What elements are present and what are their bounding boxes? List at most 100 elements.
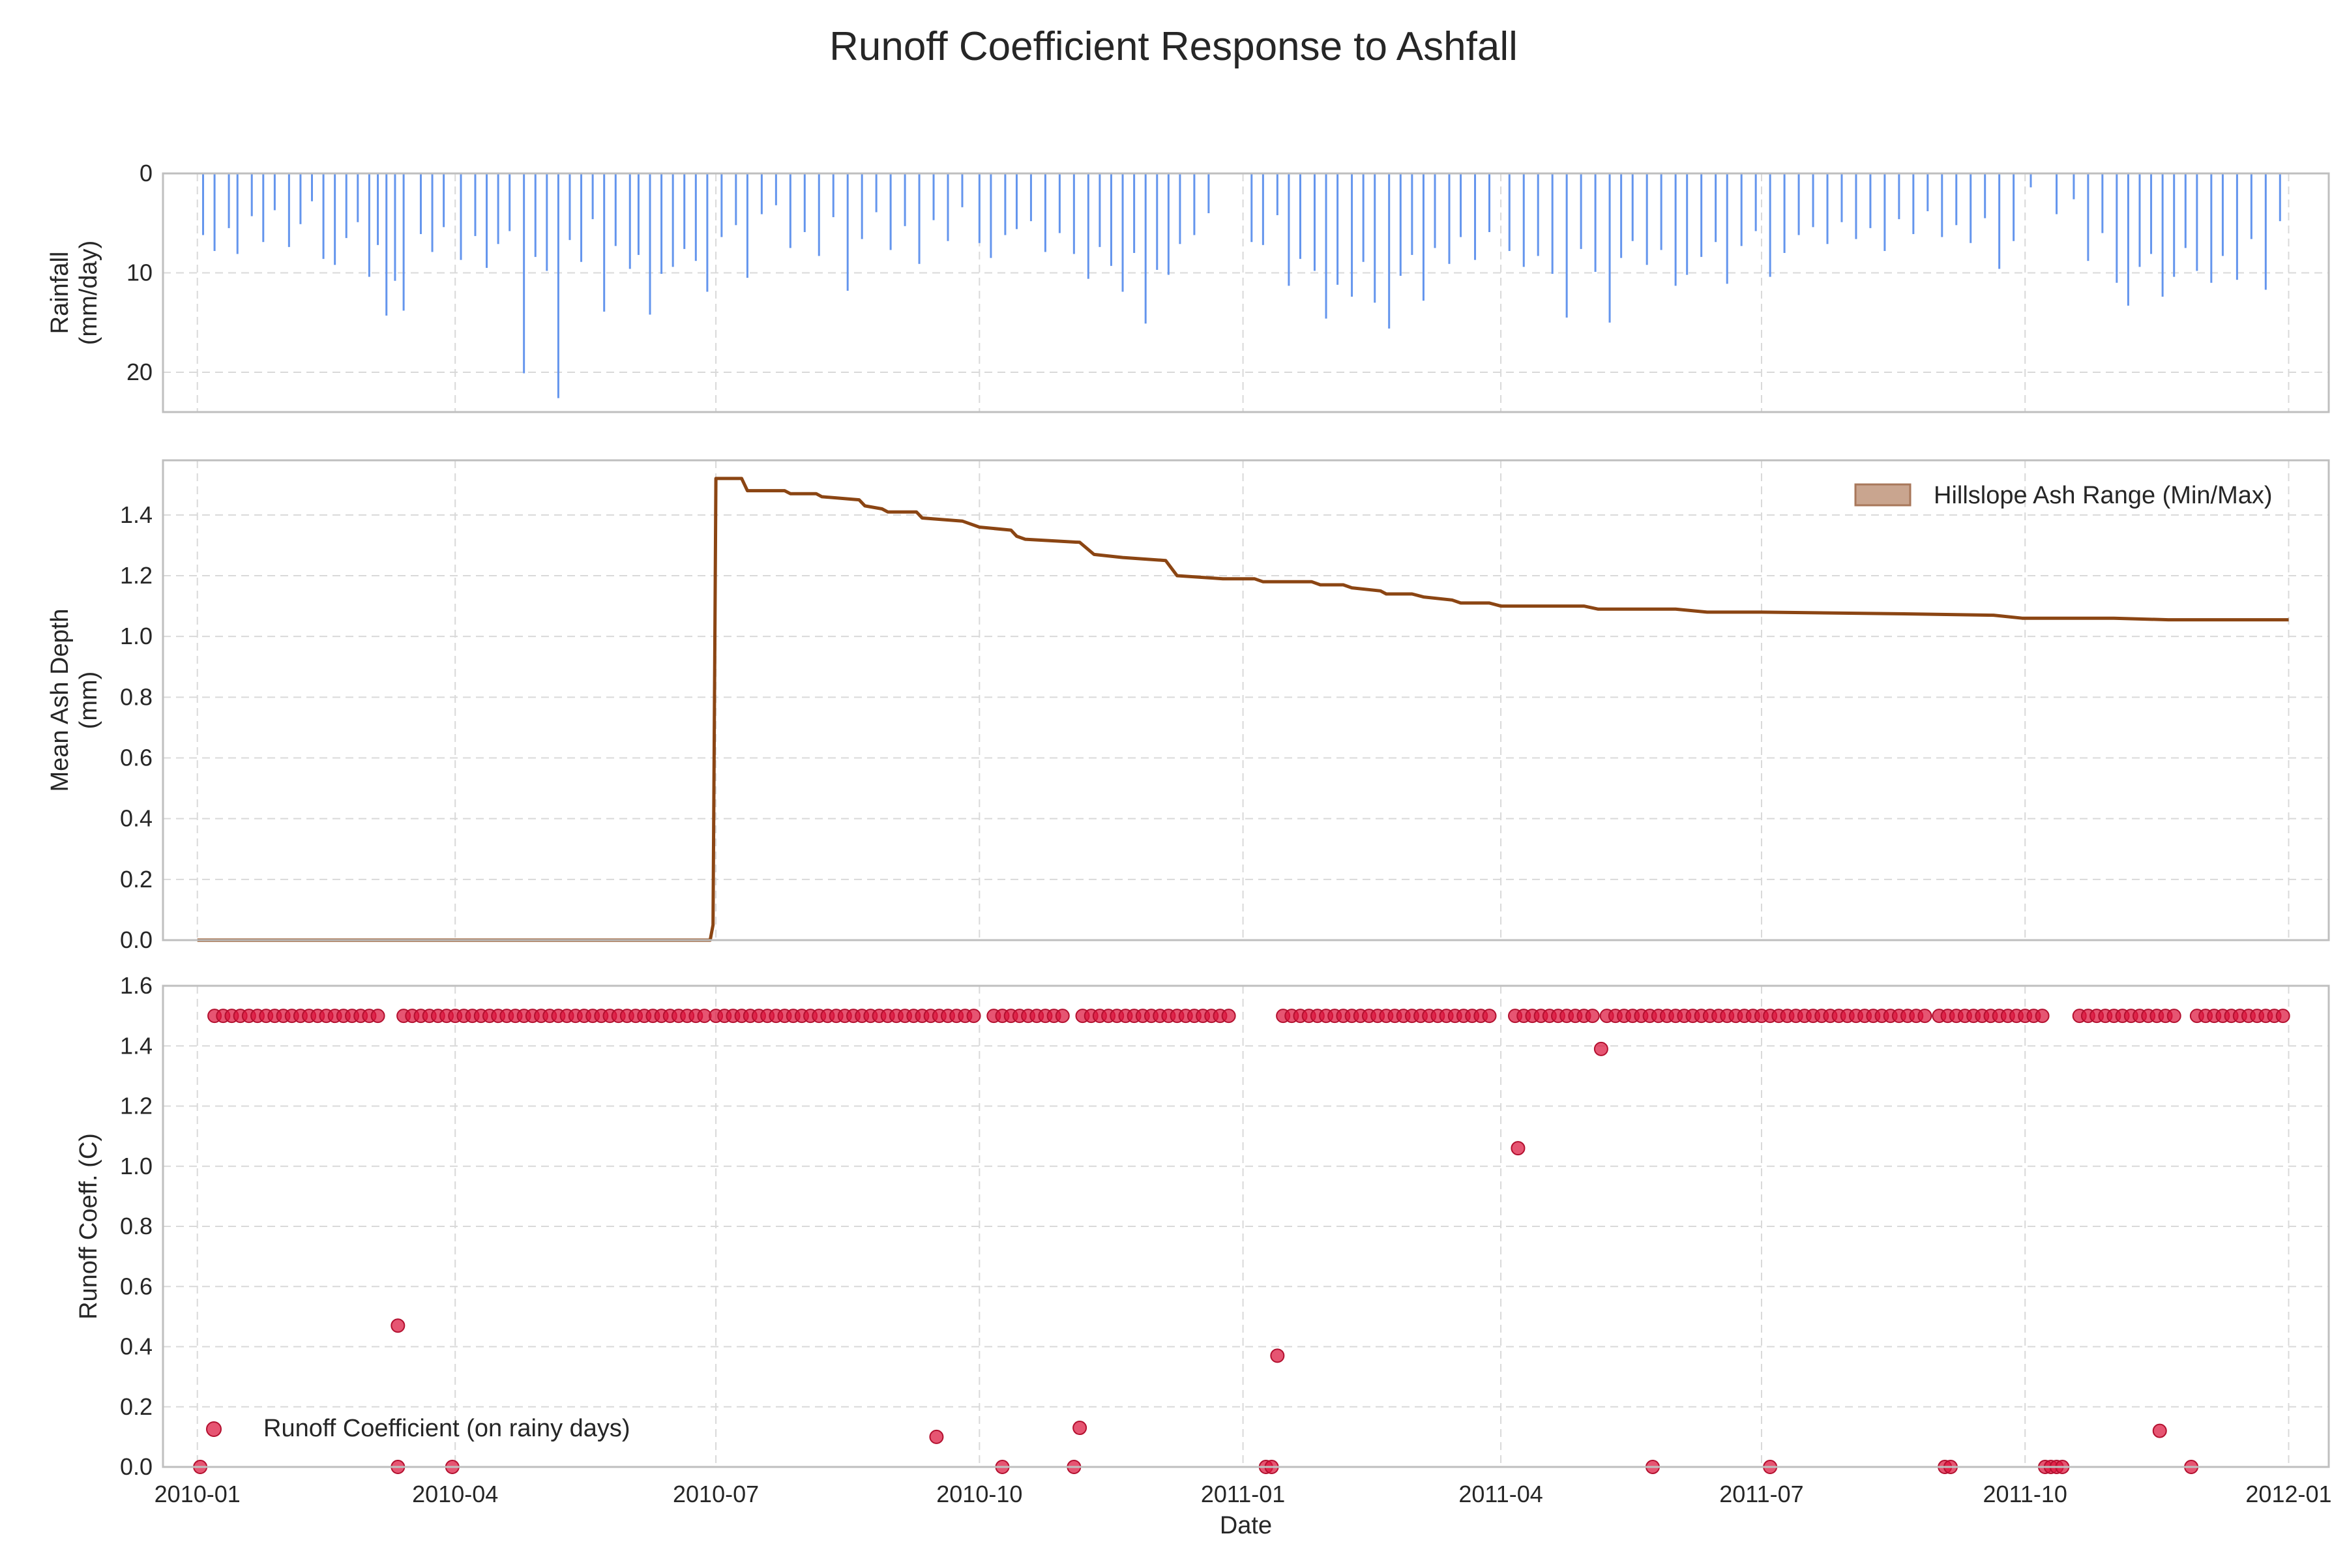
rainfall-bar: [889, 173, 892, 250]
rainfall-bar: [345, 173, 347, 239]
ash-legend-swatch: [1854, 483, 1912, 507]
rainfall-bar: [2264, 173, 2267, 290]
runoff-point: [2152, 1423, 2167, 1438]
rainfall-bar: [1058, 173, 1061, 233]
rainfall-bar: [1686, 173, 1689, 275]
rainfall-bar: [431, 173, 434, 252]
rainfall-bar: [1941, 173, 1943, 237]
rainfall-bar: [273, 173, 276, 211]
rainfall-bar: [580, 173, 583, 262]
rainfall-bar: [2221, 173, 2224, 256]
rainfall-bar: [735, 173, 737, 226]
rainfall-bar: [1179, 173, 1181, 244]
y-tick-label: 0.0: [120, 1453, 153, 1480]
rainfall-bar: [1715, 173, 1717, 243]
rainfall-bar: [568, 173, 571, 241]
rainfall-bar: [1565, 173, 1568, 318]
rainfall-bar: [377, 173, 379, 245]
rainfall-bar: [1133, 173, 1136, 253]
rainfall-bar: [1700, 173, 1703, 258]
runoff-point: [1221, 1009, 1236, 1024]
rainfall-bar: [1374, 173, 1376, 303]
rainfall-bar: [497, 173, 499, 244]
rainfall-bar: [1674, 173, 1677, 286]
rainfall-bar: [1594, 173, 1597, 272]
rainfall-bar: [1998, 173, 2001, 269]
rainfall-bar: [1754, 173, 1757, 231]
rainfall-bar: [357, 173, 359, 222]
x-tick-label: 2010-04: [412, 1481, 498, 1507]
runoff-point: [1511, 1141, 1526, 1156]
rainfall-bar: [1580, 173, 1582, 249]
rainfall-bar: [523, 173, 525, 374]
rainfall-bar: [1608, 173, 1611, 323]
rainfall-bar: [672, 173, 674, 267]
rainfall-bar: [1015, 173, 1018, 229]
y-axis-label-line: (mm): [75, 672, 102, 730]
rainfall-bar: [1812, 173, 1814, 228]
rainfall-bar: [1898, 173, 1900, 220]
y-tick-label: 1.6: [120, 972, 153, 999]
x-tick-label: 2011-04: [1458, 1481, 1543, 1507]
runoff-point: [2275, 1009, 2290, 1024]
rainfall-bar: [591, 173, 594, 220]
rainfall-bar: [2073, 173, 2075, 200]
runoff-point: [1270, 1348, 1285, 1363]
rainfall-bar: [1460, 173, 1462, 237]
rainfall-bar: [486, 173, 488, 268]
rainfall-bar: [2161, 173, 2164, 297]
rainfall-bar: [683, 173, 686, 249]
y-axis-label: Runoff Coeff. (C): [75, 1133, 102, 1320]
x-tick-label: 2011-01: [1201, 1481, 1285, 1507]
rainfall-bar: [262, 173, 265, 243]
rainfall-bar: [1299, 173, 1301, 259]
rainfall-bar: [706, 173, 709, 292]
rainfall-bar: [2056, 173, 2058, 214]
x-tick-label: 2011-07: [1719, 1481, 1803, 1507]
rainfall-bar: [2013, 173, 2015, 241]
rainfall-bar: [2150, 173, 2153, 254]
runoff-point: [2035, 1009, 2050, 1024]
runoff-panel: 0.0 0.2 0.4 0.6 0.8 1.0 1.2 1.4 1.6 Runoff Coeff.…: [75, 972, 2332, 1539]
chart-title: Runoff Coefficient Response to Ashfall: [829, 24, 1518, 69]
rainfall-bar: [818, 173, 820, 256]
runoff-point: [2166, 1009, 2181, 1024]
y-tick-label: 1.2: [120, 562, 153, 589]
rainfall-bar: [932, 173, 935, 220]
rainfall-bar: [1537, 173, 1539, 256]
rainfall-bar: [546, 173, 548, 271]
rainfall-bar: [1620, 173, 1623, 258]
rainfall-bar: [720, 173, 723, 237]
rainfall-bar: [904, 173, 906, 226]
y-axis-label-line: Runoff Coeff. (C): [75, 1133, 102, 1320]
rainfall-bar: [385, 173, 388, 316]
rainfall-bar: [1411, 173, 1413, 256]
y-tick-label: 1.0: [120, 623, 153, 649]
runoff-point: [1072, 1421, 1087, 1436]
rainfall-bar: [1474, 173, 1477, 260]
rainfall-bar: [1740, 173, 1743, 246]
rainfall-bar: [299, 173, 302, 224]
rainfall-bar: [1646, 173, 1648, 265]
rainfall-bar: [1769, 173, 1771, 277]
rainfall-bar: [1926, 173, 1929, 211]
rainfall-bar: [402, 173, 405, 311]
rainfall-bar: [2184, 173, 2187, 248]
rainfall-bar: [2236, 173, 2238, 280]
rainfall-bar: [443, 173, 445, 228]
y-tick-label: 0.2: [120, 1393, 153, 1420]
rainfall-bar: [1522, 173, 1525, 267]
ash-legend-label: Hillslope Ash Range (Min/Max): [1934, 482, 2273, 509]
rainfall-bar: [1167, 173, 1170, 275]
rainfall-bar: [978, 173, 981, 243]
y-tick-label: 0: [140, 160, 153, 186]
rainfall-bar: [1448, 173, 1451, 264]
rainfall-bar: [875, 173, 878, 213]
y-tick-label: 0.8: [120, 1213, 153, 1239]
rainfall-bar: [1488, 173, 1491, 232]
runoff-point: [391, 1318, 406, 1333]
rainfall-bar: [1351, 173, 1353, 297]
rainfall-bar: [628, 173, 631, 269]
rainfall-bar: [760, 173, 763, 214]
